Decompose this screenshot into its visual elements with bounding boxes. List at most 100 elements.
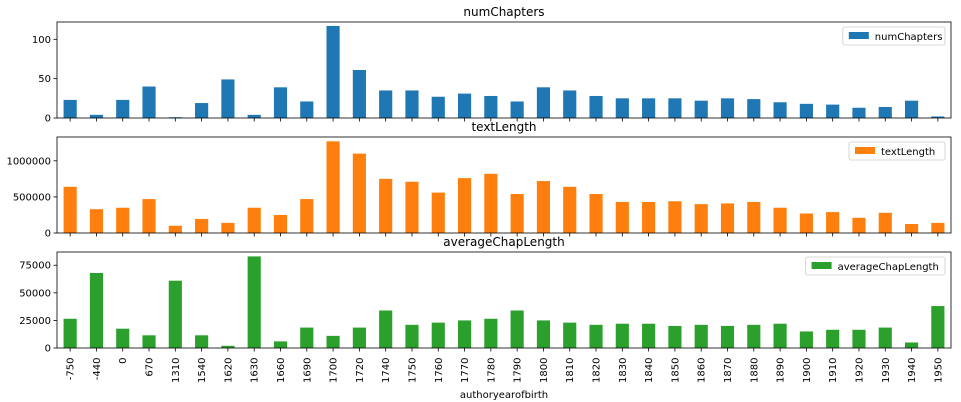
bar-1910 (826, 329, 840, 348)
subplot-title: textLength (471, 120, 536, 134)
bar-1820 (589, 324, 603, 348)
y-tick-label: 50 (38, 74, 51, 85)
bar-1950 (931, 306, 945, 348)
bar-1890 (773, 102, 787, 118)
bar-1660 (273, 341, 288, 348)
x-tick-label: 1720 (355, 358, 366, 383)
bar-1740 (379, 178, 393, 233)
bar-1780 (484, 318, 498, 348)
bar-1790 (510, 194, 524, 233)
bar-1820 (589, 95, 603, 118)
bar-1900 (799, 331, 813, 348)
x-tick-label: 1880 (749, 358, 760, 383)
legend-label: numChapters (875, 32, 943, 43)
bar-0 (116, 207, 130, 233)
bar-1860 (694, 324, 708, 348)
subplot-title: numChapters (463, 5, 544, 19)
axes-frame (56, 136, 952, 234)
bar--440 (89, 272, 104, 348)
bar-1810 (563, 90, 577, 118)
bar-1770 (457, 178, 472, 233)
y-tick-label: 0 (45, 114, 51, 125)
x-tick-label: 1910 (828, 358, 839, 383)
y-tick-label: 25000 (19, 316, 51, 327)
y-tick-label: 1000000 (6, 156, 51, 167)
x-tick-label: 1850 (670, 358, 681, 383)
x-tick-label: 1950 (933, 358, 944, 383)
y-tick-label: 0 (45, 344, 51, 355)
bar-670 (142, 335, 156, 348)
bar-1750 (405, 181, 419, 233)
x-tick-label: 1920 (854, 358, 865, 383)
bar-1830 (615, 323, 629, 348)
x-tick-label: 1820 (592, 358, 603, 383)
legend-swatch (848, 32, 869, 39)
bar-1840 (642, 201, 656, 233)
bar-1620 (221, 345, 235, 348)
bar-1900 (799, 213, 813, 233)
x-axis: -750 -440 0 670 1310 1540 1620 1630 1660 1690 1700… (66, 357, 945, 382)
subplot-textLength: textLength 0 500000 1000000 textLength (6, 120, 952, 240)
x-tick-label: 1830 (618, 358, 629, 383)
bar-1870 (720, 203, 735, 233)
legend-box (848, 141, 946, 161)
subplot-title: averageChapLength (443, 235, 564, 249)
x-tick-label: 1900 (802, 358, 813, 383)
bar-1910 (826, 104, 840, 118)
bar-1930 (878, 212, 892, 233)
x-tick-label: 1860 (697, 358, 708, 383)
bar-1750 (405, 90, 419, 118)
bar-1310 (168, 280, 182, 348)
bar-1910 (826, 212, 840, 233)
bar-1850 (668, 201, 682, 233)
bar-1540 (195, 218, 209, 233)
bar--440 (89, 114, 104, 118)
x-tick-label: 1750 (407, 358, 418, 383)
legend-swatch (811, 262, 832, 269)
bar-1810 (563, 186, 577, 233)
bar-1780 (484, 95, 498, 118)
x-tick-label: 1870 (723, 358, 734, 383)
legend-box (805, 256, 946, 276)
x-tick-label: 1690 (302, 358, 313, 383)
x-tick-label: 1930 (881, 358, 892, 383)
bar-1700 (326, 335, 340, 348)
bar-1920 (852, 107, 866, 118)
bar-1690 (300, 327, 314, 348)
legend-label: textLength (881, 147, 935, 158)
bar-1690 (300, 199, 314, 233)
x-tick-label: 1780 (486, 357, 497, 382)
bar-1830 (615, 98, 629, 118)
bar-1800 (536, 181, 551, 233)
bar-1920 (852, 329, 866, 348)
x-tick-label: 1800 (539, 358, 550, 383)
bar-1890 (773, 323, 787, 348)
bar-1700 (326, 25, 340, 118)
bar-1930 (878, 327, 892, 348)
x-tick-label: 1660 (276, 358, 287, 383)
x-tick-label: 1620 (223, 358, 234, 383)
bar-1800 (536, 87, 551, 118)
bar-1900 (799, 103, 813, 118)
bar--750 (63, 318, 77, 348)
bar-1840 (642, 98, 656, 118)
bar-1820 (589, 194, 603, 233)
bar-1850 (668, 325, 682, 348)
bar-1940 (904, 223, 919, 233)
x-tick-label: 1700 (329, 358, 340, 383)
x-tick-label: 1740 (381, 358, 392, 383)
bar-1860 (694, 100, 708, 118)
legend: numChapters (842, 26, 946, 46)
x-tick-label: 670 (145, 358, 156, 377)
legend: textLength (848, 141, 946, 161)
bar-1720 (352, 327, 366, 348)
x-tick-label: 1840 (644, 358, 655, 383)
bar-1620 (221, 222, 235, 233)
bar-1760 (431, 322, 445, 348)
bar-1540 (195, 103, 209, 118)
subplot-averageChapLength: averageChapLength 0 25000 50000 75000 average… (19, 235, 952, 355)
bar-1720 (352, 70, 366, 118)
y-tick-label: 0 (45, 229, 51, 240)
x-tick-label: 1890 (776, 358, 787, 383)
